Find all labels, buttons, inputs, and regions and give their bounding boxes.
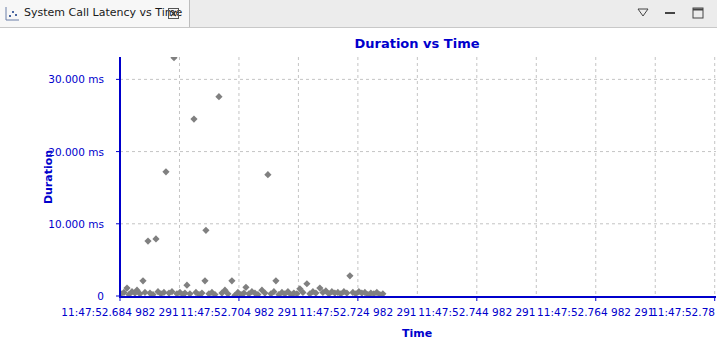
grid-line [120,151,716,152]
grid-line [238,57,239,296]
view-menu-button[interactable] [637,8,649,18]
data-point [228,277,235,284]
minor-grid-line [298,57,299,296]
data-point [312,290,319,297]
data-point [190,115,197,122]
y-axis-label: Duration [42,150,55,204]
tab-bar: System Call Latency vs Time [0,0,717,28]
chart-title: Duration vs Time [354,36,479,51]
grid-line [476,57,477,296]
minor-grid-line [536,57,537,296]
data-point [261,290,268,297]
data-point [144,238,151,245]
y-tick-label: 10.000 ms [48,218,104,230]
tab-title: System Call Latency vs Time [24,6,182,19]
data-point [303,280,310,287]
y-tick-label: 30.000 ms [48,73,104,85]
x-tick-label: 11:47:52.78 [651,306,715,318]
data-point [162,168,169,175]
x-tick [714,297,715,301]
x-axis-label: Time [402,327,432,340]
maximize-button[interactable] [692,7,704,19]
data-point [198,290,205,297]
data-point [379,290,386,297]
data-point [183,282,190,289]
grid-line [714,57,715,296]
data-point [186,290,193,297]
x-tick [595,297,596,301]
grid-line [120,79,716,80]
view-tab[interactable]: System Call Latency vs Time [0,0,190,27]
y-tick [116,223,120,224]
minimize-button[interactable] [664,7,676,19]
x-axis [119,296,716,298]
grid-line [357,57,358,296]
data-point [264,171,271,178]
data-point [343,290,350,297]
minor-grid-line [179,57,180,296]
x-tick-label: 11:47:52.704 982 291 [180,306,297,318]
data-point [170,57,177,61]
x-tick-label: 11:47:52.724 982 291 [299,306,416,318]
data-point [215,93,222,100]
tab-icon [4,6,20,22]
close-button[interactable] [168,8,180,20]
data-point [202,227,209,234]
x-tick [238,297,239,301]
x-tick-label: 11:47:52.684 982 291 [61,306,178,318]
data-point [299,289,306,296]
minor-grid-line [655,57,656,296]
chart: Duration vs Time 30.000 ms 20.000 ms 10.000… [0,28,717,348]
data-point [152,235,159,242]
x-tick-label: 11:47:52.744 982 291 [418,306,535,318]
x-tick-label: 11:47:52.764 982 291 [537,306,654,318]
grid-line [120,223,716,224]
data-point [346,272,353,279]
y-axis [119,57,121,297]
data-point [139,277,146,284]
y-tick [116,296,120,297]
data-point [136,290,143,297]
data-point [272,277,279,284]
y-tick [116,151,120,152]
y-tick-label: 20.000 ms [48,146,104,158]
data-point [242,284,249,291]
y-tick [116,79,120,80]
grid-line [595,57,596,296]
x-tick [120,297,121,301]
x-tick [476,297,477,301]
data-point [224,290,231,297]
y-tick-label: 0 [97,290,104,302]
x-tick [357,297,358,301]
background [0,28,717,348]
data-point [201,277,208,284]
minor-grid-line [417,57,418,296]
data-points [120,57,386,297]
